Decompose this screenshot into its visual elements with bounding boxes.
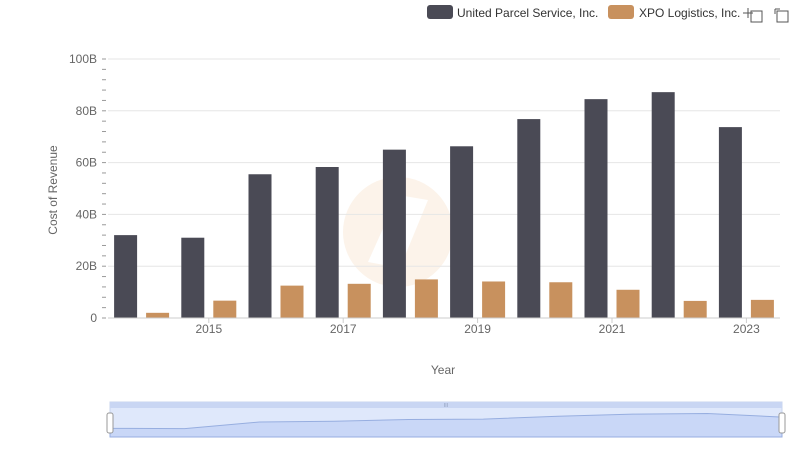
- navigator-grip-icon[interactable]: III: [444, 403, 448, 409]
- x-tick-label: 2019: [464, 322, 491, 336]
- y-tick-label: 80B: [76, 104, 97, 118]
- y-axis-ticks: 0 20B 40B 60B 80B 100B: [69, 52, 97, 325]
- legend-swatch-ups: [427, 5, 453, 19]
- xpo-bar-2021[interactable]: [616, 289, 640, 318]
- ups-bar-2018[interactable]: [382, 149, 406, 318]
- xpo-bar-2017[interactable]: [347, 283, 371, 318]
- x-axis-title: Year: [431, 363, 455, 377]
- navigator-left-handle[interactable]: [106, 412, 114, 434]
- xpo-bar-2015[interactable]: [213, 300, 237, 318]
- ups-bar-2016[interactable]: [248, 174, 272, 318]
- xpo-bar-2019[interactable]: [482, 281, 506, 318]
- xpo-bar-2014[interactable]: [146, 312, 170, 318]
- y-axis-title: Cost of Revenue: [46, 145, 60, 235]
- xpo-bar-2023[interactable]: [750, 299, 774, 318]
- ups-bar-2021[interactable]: [584, 99, 608, 319]
- legend-label-ups: United Parcel Service, Inc.: [457, 6, 598, 20]
- x-tick-label: 2023: [733, 322, 760, 336]
- y-tick-label: 0: [90, 311, 97, 325]
- zoom-icon[interactable]: [743, 8, 763, 23]
- y-tick-label: 60B: [76, 156, 97, 170]
- navigator-right-handle[interactable]: [778, 412, 786, 434]
- x-axis-ticks: 2015 2017 2019 2021 2023: [195, 318, 760, 336]
- xpo-bar-2016[interactable]: [280, 285, 304, 318]
- legend-item-ups[interactable]: United Parcel Service, Inc.: [427, 5, 598, 20]
- legend-swatch-xpo: [608, 5, 634, 19]
- ups-bar-2015[interactable]: [181, 237, 205, 318]
- x-tick-label: 2015: [195, 322, 222, 336]
- ups-bar-2019[interactable]: [450, 146, 474, 318]
- y-minor-ticks: [102, 58, 106, 319]
- y-tick-label: 40B: [76, 207, 97, 221]
- navigator-top-bar[interactable]: [110, 402, 782, 408]
- ups-bar-2017[interactable]: [315, 167, 339, 318]
- ups-bar-2023[interactable]: [718, 127, 742, 318]
- y-tick-label: 100B: [69, 52, 97, 66]
- xpo-bar-2022[interactable]: [683, 300, 707, 318]
- range-navigator[interactable]: III: [106, 401, 786, 438]
- xpo-bar-2018[interactable]: [414, 279, 438, 318]
- legend: United Parcel Service, Inc. XPO Logistic…: [427, 5, 740, 20]
- legend-label-xpo: XPO Logistics, Inc.: [639, 6, 740, 20]
- legend-item-xpo[interactable]: XPO Logistics, Inc.: [608, 5, 740, 20]
- xpo-bar-2020[interactable]: [549, 282, 573, 318]
- y-tick-label: 20B: [76, 259, 97, 273]
- x-tick-label: 2021: [599, 322, 626, 336]
- ups-bar-2022[interactable]: [651, 92, 675, 318]
- ups-bar-2020[interactable]: [517, 119, 541, 318]
- bars: [114, 92, 774, 319]
- x-tick-label: 2017: [330, 322, 357, 336]
- reset-zoom-icon[interactable]: [774, 8, 789, 23]
- ups-bar-2014[interactable]: [114, 235, 138, 318]
